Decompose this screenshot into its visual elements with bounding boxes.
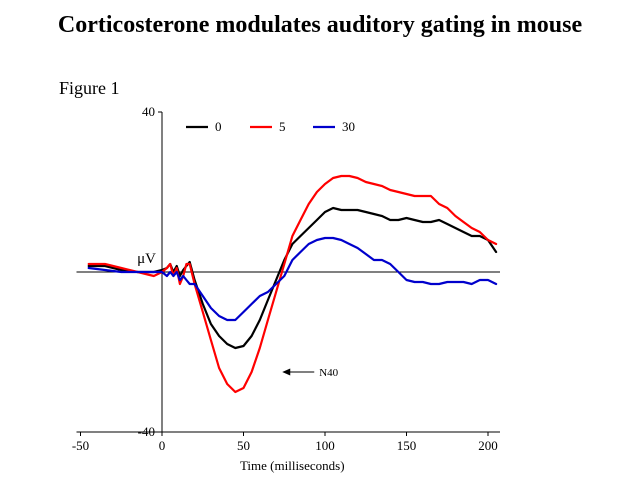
series-line-0 xyxy=(87,206,498,350)
legend-label-5: 5 xyxy=(279,119,286,134)
series-line-5 xyxy=(87,174,498,394)
chart-title: Corticosterone modulates auditory gating… xyxy=(57,12,583,38)
x-tick-label: 150 xyxy=(397,438,417,453)
x-tick-label: 200 xyxy=(478,438,498,453)
x-axis-label: Time (milliseconds) xyxy=(240,458,345,473)
x-tick-label: 0 xyxy=(159,438,166,453)
x-tick-label: -50 xyxy=(72,438,89,453)
legend-label-0: 0 xyxy=(215,119,222,134)
x-tick-label: 50 xyxy=(237,438,250,453)
annotation-arrow-head xyxy=(282,368,291,376)
legend-label-30: 30 xyxy=(342,119,355,134)
annotation-label: N40 xyxy=(319,367,338,379)
y-axis-label: μV xyxy=(137,251,156,267)
y-tick-label: -40 xyxy=(138,424,155,439)
figure-label: Figure 1 xyxy=(59,78,120,98)
y-tick-label: 40 xyxy=(142,104,155,119)
x-tick-label: 100 xyxy=(315,438,335,453)
series-line-30 xyxy=(87,236,498,322)
